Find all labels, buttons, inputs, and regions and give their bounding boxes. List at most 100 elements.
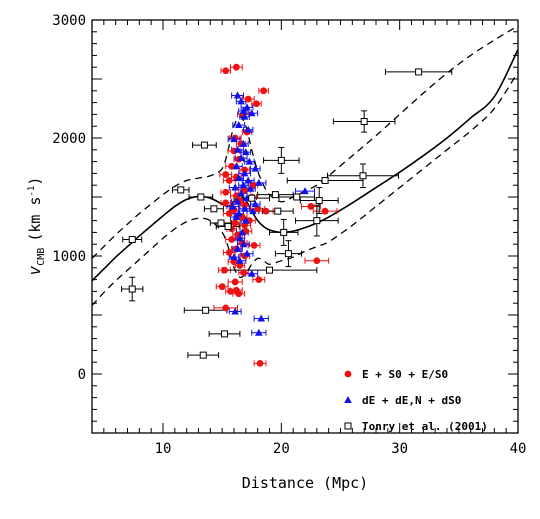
tonry-point — [277, 156, 285, 164]
dwarf-galaxy-point — [243, 249, 251, 257]
tonry-point — [284, 250, 292, 258]
dwarf-galaxy-point — [242, 216, 250, 224]
x-tick-label: 10 — [155, 441, 172, 457]
tonry-point — [359, 172, 367, 180]
dwarf-galaxy-point — [237, 97, 245, 105]
dwarf-galaxy-point — [240, 204, 249, 212]
tonry-point — [177, 186, 185, 194]
y-tick-label: 2000 — [52, 131, 86, 147]
dwarf-galaxy-point — [257, 314, 266, 322]
tonry-point — [128, 285, 136, 293]
model-dashed-lower — [92, 71, 518, 306]
dwarf-galaxy-point — [239, 240, 248, 248]
early-type-galaxy-point — [240, 269, 247, 276]
dwarf-galaxy-point — [233, 244, 242, 252]
early-type-galaxy-point — [256, 359, 264, 367]
early-type-galaxy-point — [235, 290, 243, 298]
early-type-galaxy-point — [227, 288, 234, 295]
dwarf-galaxy-point — [251, 200, 260, 208]
tonry-point — [415, 68, 423, 76]
dwarf-galaxy-point — [230, 135, 238, 143]
dwarf-galaxy-point — [231, 183, 239, 191]
early-type-galaxy-point — [241, 186, 249, 194]
tonry-point — [248, 194, 256, 202]
early-type-galaxy-point — [222, 199, 230, 207]
tonry-point — [321, 176, 329, 184]
dwarf-galaxy-point — [230, 253, 238, 261]
dwarf-galaxy-point — [244, 125, 252, 133]
y-tick-label: 1000 — [52, 249, 86, 265]
dwarf-galaxy-point — [301, 187, 309, 195]
tonry-point — [313, 217, 321, 225]
dwarf-galaxy-point — [247, 269, 256, 277]
dwarf-galaxy-point — [232, 213, 241, 221]
y-axis-title-subscript: CMB — [36, 248, 47, 266]
early-type-galaxy-point — [225, 177, 233, 184]
legend-label: dE + dE,N + dS0 — [362, 394, 461, 407]
dwarf-galaxy-point — [245, 157, 254, 165]
tonry-point — [271, 191, 279, 199]
tonry-point — [202, 306, 210, 314]
early-type-galaxy-point — [228, 236, 236, 243]
tonry-point — [217, 219, 225, 227]
early-type-galaxy-point — [262, 207, 270, 215]
y-axis-title-units-sup: -1 — [27, 186, 37, 197]
dwarf-galaxy-point — [233, 145, 242, 153]
dwarf-galaxy-point — [239, 106, 248, 114]
early-type-galaxy-point — [221, 266, 228, 274]
early-type-galaxy-point — [307, 203, 315, 210]
x-tick-label: 20 — [273, 441, 290, 457]
tonry-point — [199, 351, 207, 359]
early-type-galaxy-point — [313, 257, 321, 265]
dwarf-galaxy-point — [255, 178, 263, 186]
data-markers — [128, 63, 423, 367]
plot-frame — [91, 19, 519, 434]
early-type-galaxy-point — [321, 207, 329, 215]
tonry-point — [360, 117, 368, 125]
early-type-galaxy-point — [231, 219, 239, 227]
early-type-galaxy-point — [241, 221, 249, 229]
dwarf-galaxy-point — [255, 328, 263, 336]
tonry-point — [221, 330, 229, 338]
early-type-galaxy-point — [244, 95, 252, 103]
early-type-galaxy-point — [222, 188, 230, 196]
dwarf-galaxy-point — [236, 256, 244, 264]
early-type-galaxy-point — [255, 276, 263, 283]
model-dashed-upper — [92, 25, 518, 259]
dwarf-galaxy-point — [246, 184, 255, 192]
dwarf-galaxy-point — [247, 109, 256, 117]
dwarf-galaxy-point — [239, 139, 248, 147]
early-type-galaxy-point — [231, 278, 239, 286]
legend: E + S0 + E/S0 dE + dE,N + dS0 Tonry et al.… — [344, 368, 488, 433]
y-axis-title-symbol: v — [25, 265, 44, 275]
early-type-galaxy-point — [222, 171, 230, 178]
dwarf-galaxy-point — [231, 307, 239, 315]
early-type-galaxy-point — [225, 249, 233, 256]
early-type-galaxy-point — [222, 304, 230, 312]
svg-text:vCMB(km s-1): vCMB (km s-1) — [25, 177, 47, 276]
legend-label: Tonry et al. (2001) — [362, 420, 488, 433]
dwarf-galaxy-point — [242, 148, 250, 156]
early-type-galaxy-point — [254, 205, 262, 213]
dwarf-galaxy-point — [233, 197, 242, 205]
tonry-point — [128, 235, 136, 243]
y-axis-title: vCMB (km s-1) — [25, 177, 47, 276]
dwarf-galaxy-point — [237, 189, 245, 197]
early-type-galaxy-point — [232, 192, 240, 200]
dwarf-galaxy-point — [249, 207, 257, 215]
axis-ticks: 10 20 30 40 0 1000 2000 3000 — [52, 13, 526, 457]
dwarf-galaxy-point — [243, 103, 251, 111]
tonry-point — [200, 141, 208, 149]
y-tick-label: 0 — [78, 367, 86, 383]
dwarf-galaxy-point — [251, 164, 260, 172]
tonry-point — [315, 197, 323, 205]
dwarf-galaxy-point — [240, 112, 249, 120]
y-tick-label: 3000 — [52, 13, 86, 29]
dwarf-galaxy-point — [239, 181, 248, 189]
legend-marker — [344, 370, 352, 378]
dwarf-galaxy-point — [238, 228, 247, 236]
dwarf-galaxy-point — [233, 91, 242, 99]
legend-marker — [344, 396, 352, 403]
error-bars — [121, 64, 453, 367]
